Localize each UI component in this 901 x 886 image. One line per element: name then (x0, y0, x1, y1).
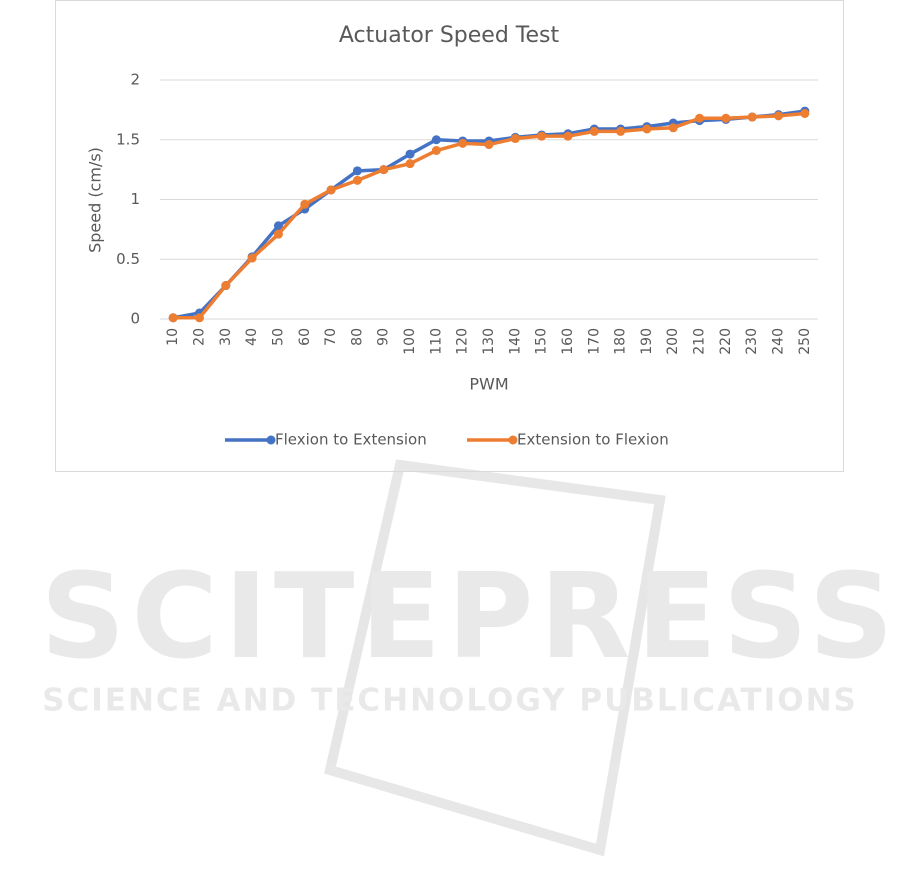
data-point (379, 165, 389, 175)
x-tick-label: 140 (507, 328, 523, 355)
legend-item: Extension to Flexion (467, 431, 669, 449)
x-tick-label: 160 (560, 328, 576, 355)
data-point (352, 166, 362, 176)
x-tick-label: 240 (771, 328, 787, 355)
legend-swatch-marker (266, 435, 276, 445)
data-point (194, 313, 204, 323)
data-point (563, 131, 573, 141)
data-point (168, 313, 178, 323)
y-axis-label: Speed (cm/s) (86, 147, 105, 253)
x-tick-label: 30 (218, 328, 234, 346)
x-tick-label: 110 (428, 328, 444, 355)
x-tick-label: 150 (534, 328, 550, 355)
watermark-title: SCITEPRESS (40, 547, 899, 685)
data-point (300, 199, 310, 209)
data-point (484, 140, 494, 150)
x-tick-label: 10 (165, 328, 181, 346)
x-tick-label: 220 (718, 328, 734, 355)
chart-title: Actuator Speed Test (339, 23, 560, 48)
y-tick-label: 2 (130, 71, 140, 89)
data-point (668, 123, 678, 133)
data-point (405, 159, 415, 169)
legend-label: Extension to Flexion (517, 431, 669, 449)
x-tick-label: 170 (586, 328, 602, 355)
data-point (774, 111, 784, 121)
y-tick-label: 1.5 (116, 130, 140, 148)
data-point (431, 146, 441, 156)
x-tick-label: 40 (244, 328, 260, 346)
y-tick-label: 0 (130, 310, 140, 328)
data-point (273, 229, 283, 239)
legend-label: Flexion to Extension (275, 431, 427, 449)
x-tick-label: 200 (665, 328, 681, 355)
x-tick-label: 130 (481, 328, 497, 355)
data-point (405, 149, 415, 159)
x-tick-label: 60 (297, 328, 313, 346)
chart-border (55, 0, 844, 472)
data-point (352, 175, 362, 185)
x-tick-label: 90 (376, 328, 392, 346)
y-tick-label: 0.5 (116, 250, 140, 268)
x-tick-label: 100 (402, 328, 418, 355)
x-tick-label: 180 (613, 328, 629, 355)
data-point (695, 113, 705, 123)
data-point (510, 134, 520, 144)
data-point (589, 126, 599, 136)
data-point (247, 253, 257, 263)
legend-item: Flexion to Extension (225, 431, 427, 449)
x-tick-label: 20 (191, 328, 207, 346)
data-point (747, 112, 757, 122)
data-point (616, 126, 626, 136)
data-point (221, 281, 231, 291)
data-point (537, 131, 547, 141)
data-point (458, 138, 468, 148)
watermark-logo (324, 459, 666, 857)
y-tick-label: 1 (130, 190, 140, 208)
x-tick-label: 210 (692, 328, 708, 355)
data-point (721, 113, 731, 123)
legend-swatch-marker (508, 435, 518, 445)
watermark: SCITEPRESS SCIENCE AND TECHNOLOGY PUBLIC… (40, 459, 899, 857)
watermark-subtitle: SCIENCE AND TECHNOLOGY PUBLICATIONS (42, 683, 858, 719)
x-tick-label: 120 (455, 328, 471, 355)
data-point (800, 108, 810, 118)
x-tick-label: 50 (270, 328, 286, 346)
x-axis-label: PWM (469, 375, 508, 394)
data-point (326, 185, 336, 195)
x-tick-label: 70 (323, 328, 339, 346)
x-tick-label: 230 (744, 328, 760, 355)
data-point (273, 221, 283, 231)
x-tick-label: 80 (349, 328, 365, 346)
data-point (642, 124, 652, 134)
x-tick-label: 190 (639, 328, 655, 355)
data-point (431, 135, 441, 145)
x-tick-label: 250 (797, 328, 813, 355)
